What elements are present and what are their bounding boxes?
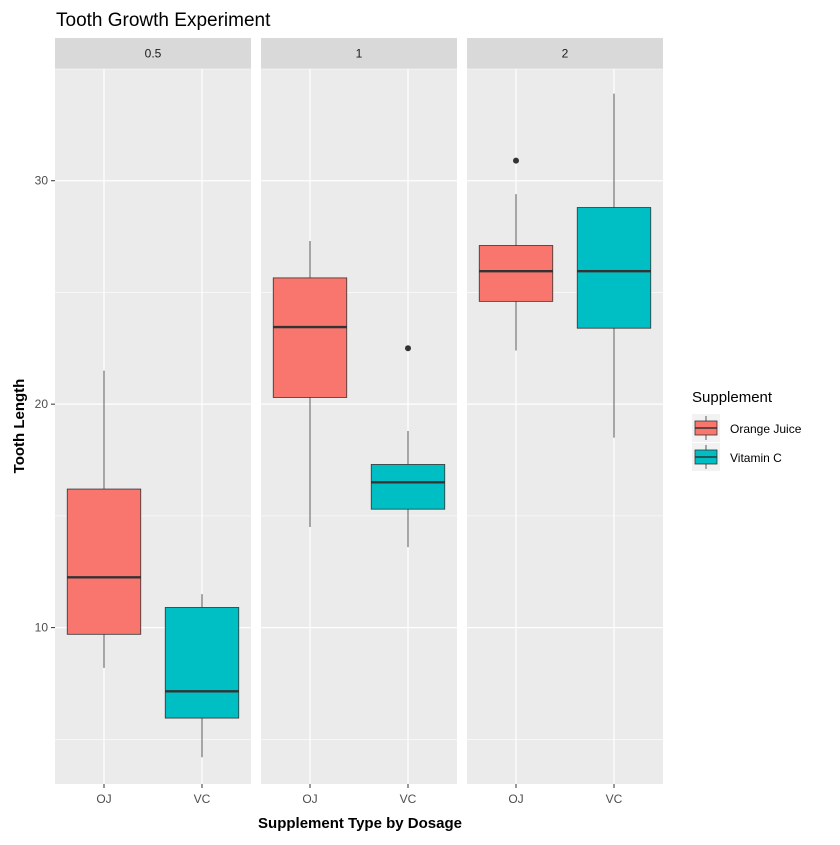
facet-strip-label: 2 [562,47,569,61]
box-body [576,207,652,329]
box-body [478,245,554,302]
facet-strip [261,38,457,69]
x-tick-label: VC [400,792,417,806]
chart-title: Tooth Growth Experiment [56,10,271,31]
facet-panel: 0.5 OJ VC [55,38,251,806]
facet-panel: 2 OJ VC [467,38,663,806]
legend-item-label: Vitamin C [730,451,782,465]
box-oj [478,157,554,351]
box-vc [576,93,652,438]
facet-strip-label: 1 [356,47,363,61]
outlier-point [513,157,519,164]
x-tick-label: OJ [302,792,317,806]
box-vc [370,345,446,548]
facet-panel: 1 OJ VC [261,38,457,806]
box-oj [272,241,348,528]
y-tick-label: 20 [35,397,49,411]
outlier-point [405,345,411,352]
facet-strip-label: 0.5 [145,47,162,61]
x-tick-label: VC [194,792,211,806]
y-tick-label: 30 [35,174,49,188]
x-tick-label: OJ [96,792,111,806]
box-body [370,464,446,510]
x-tick-label: VC [606,792,623,806]
box-body [164,607,240,719]
x-tick-label: OJ [508,792,523,806]
y-tick-label: 10 [35,621,49,635]
panels-layer: 0.5 OJ VC 1 OJ VC 2 OJ VC [55,38,663,806]
y-axis: 10 20 30 [35,174,55,635]
facet-strip [55,38,251,69]
y-axis-label: Tooth Length [11,379,28,474]
panel-background [467,69,663,784]
box-vc [164,594,240,758]
legend-item: Orange Juice [692,414,802,442]
box-oj [66,370,142,668]
legend: Supplement Orange Juice Vitamin C [692,389,802,471]
x-axis-label: Supplement Type by Dosage [258,815,462,832]
facet-strip [467,38,663,69]
box-body [272,277,348,398]
legend-title: Supplement [692,389,773,406]
box-body [66,488,142,635]
panel-background [261,69,457,784]
legend-item: Vitamin C [692,443,782,471]
legend-item-label: Orange Juice [730,422,802,436]
